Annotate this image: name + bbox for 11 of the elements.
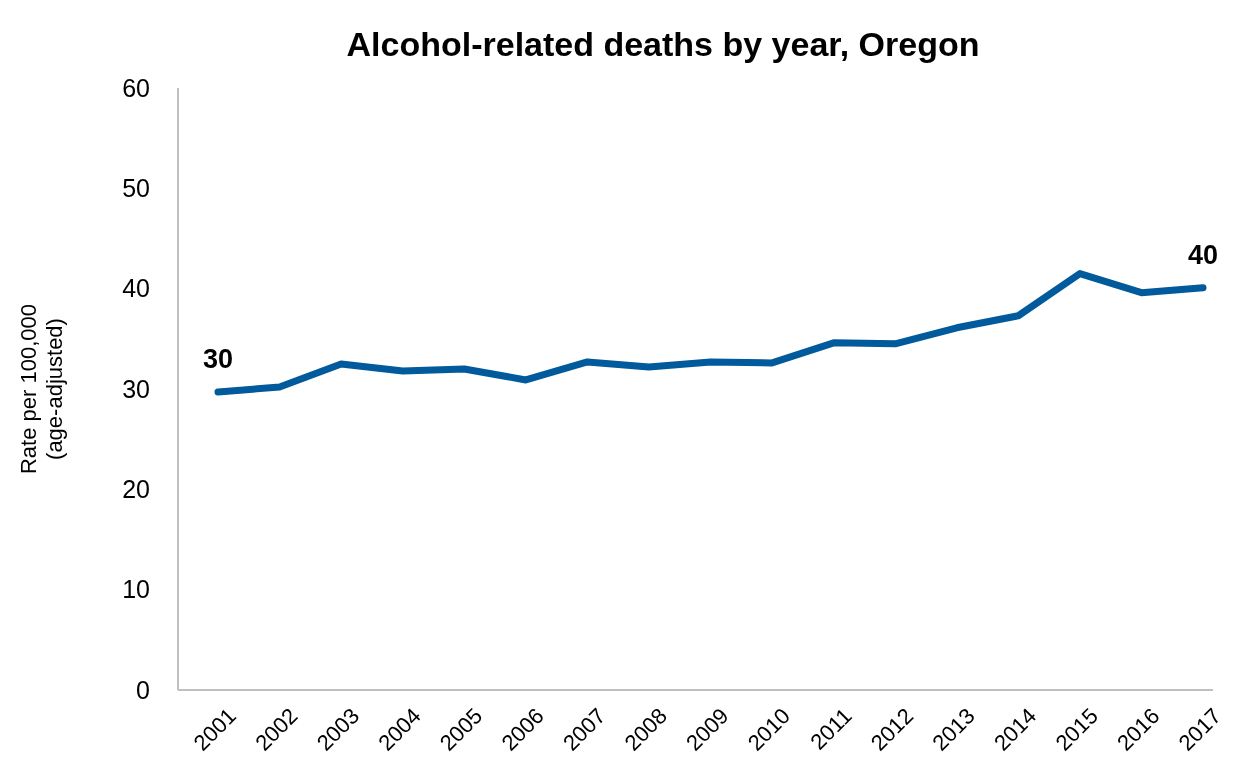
data-label: 30: [202, 344, 234, 375]
y-tick-label: 50: [122, 174, 150, 203]
y-axis-title: Rate per 100,000 (age-adjusted): [16, 303, 67, 475]
chart-title: Alcohol-related deaths by year, Oregon: [346, 25, 980, 63]
y-tick-label: 10: [122, 575, 150, 604]
y-tick-label: 40: [122, 274, 150, 303]
y-tick-label: 30: [122, 374, 150, 403]
data-label: 40: [1187, 239, 1219, 270]
y-tick-label: 60: [122, 73, 150, 102]
y-tick-label: 0: [136, 675, 150, 704]
y-tick-label: 20: [122, 475, 150, 504]
